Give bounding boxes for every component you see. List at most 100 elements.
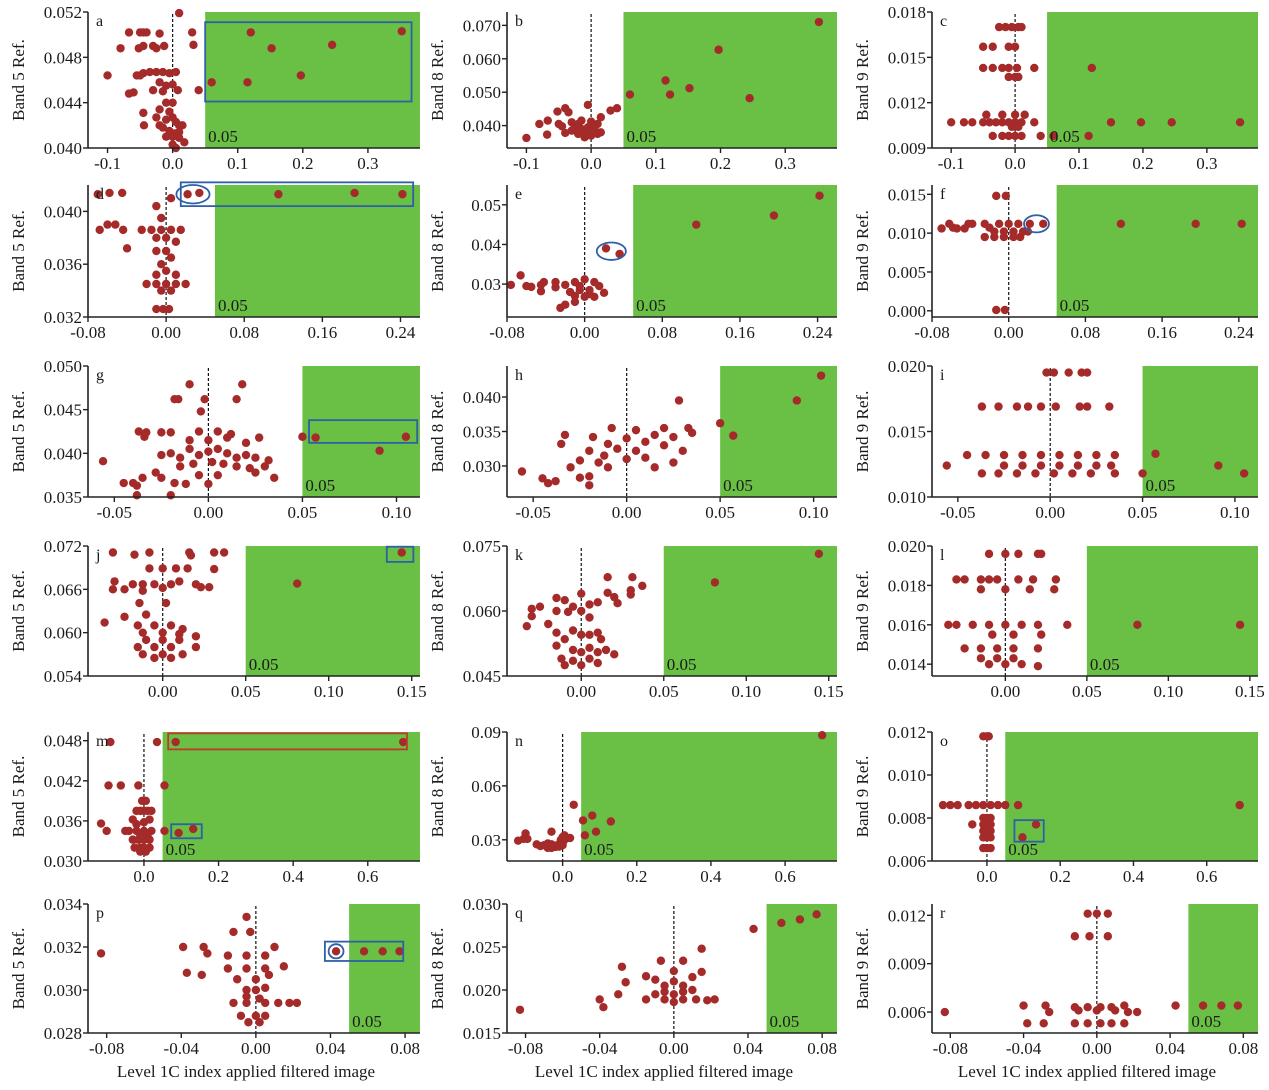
x-tick-label: 0.10 [1153, 682, 1183, 701]
data-point [1037, 549, 1046, 559]
data-point [1036, 461, 1046, 470]
panel-e: -0.08 0.00 0.08 0.16 0.24 0.03 0.04 0.05 Band 8 … [428, 185, 837, 342]
data-point [260, 964, 270, 973]
x-tick-label: 0.10 [1220, 503, 1250, 522]
data-point [135, 598, 144, 608]
data-point [565, 833, 575, 843]
data-point [138, 473, 147, 482]
x-tick-label: 0.16 [725, 323, 755, 342]
panel-label: b [515, 13, 523, 30]
data-point [158, 628, 167, 637]
data-point [1217, 1001, 1226, 1010]
x-tick-label: 0.04 [316, 1039, 346, 1058]
x-tick-label: 0.05 [649, 682, 679, 701]
y-tick-label: 0.005 [888, 263, 926, 282]
data-point [560, 595, 569, 605]
data-point [1051, 402, 1060, 411]
data-point [166, 253, 176, 262]
data-point [515, 1005, 525, 1014]
data-point [697, 944, 706, 953]
threshold-region [633, 185, 837, 317]
data-point [1025, 219, 1035, 229]
data-point [100, 618, 109, 627]
data-point [166, 449, 175, 458]
y-axis-label: Band 8 Ref. [428, 756, 447, 838]
data-point [251, 975, 261, 984]
data-point [1105, 402, 1114, 411]
data-point [984, 575, 994, 584]
data-point [986, 820, 995, 829]
x-tick-label: 0.00 [241, 1039, 271, 1058]
data-point [710, 578, 720, 587]
data-point [1004, 72, 1013, 82]
data-point [158, 635, 167, 645]
panel-a: -0.1 0.0 0.1 0.2 0.3 0.040 0.044 0.048 0.052 Band… [9, 3, 420, 173]
data-point [984, 620, 994, 629]
points-group [96, 912, 404, 1027]
data-point [1110, 469, 1120, 478]
data-point [103, 71, 112, 80]
y-tick-label: 0.030 [44, 852, 82, 871]
data-point [138, 650, 147, 659]
data-point [669, 990, 679, 999]
data-point [168, 98, 177, 107]
data-point [1036, 450, 1046, 460]
data-point [93, 190, 102, 199]
threshold-label: 0.05 [352, 1012, 382, 1031]
data-point [166, 621, 176, 630]
threshold-region [1056, 185, 1258, 317]
data-point [641, 437, 650, 447]
data-point [585, 654, 594, 663]
data-point [610, 650, 619, 659]
data-point [669, 458, 678, 467]
data-point [180, 138, 189, 147]
data-point [158, 583, 167, 593]
data-point [1171, 1001, 1180, 1010]
data-point [118, 225, 128, 235]
data-point [688, 972, 697, 982]
data-point [171, 270, 181, 279]
panel-label: r [940, 905, 946, 922]
data-point [108, 585, 118, 594]
data-point [687, 428, 697, 438]
data-point [938, 800, 948, 810]
panel-label: f [940, 186, 946, 203]
data-point [161, 279, 171, 289]
data-point [152, 246, 161, 256]
data-point [157, 286, 166, 295]
y-tick-label: 0.044 [44, 94, 83, 113]
data-point [593, 628, 602, 637]
data-point [1116, 219, 1126, 229]
data-point [152, 113, 161, 122]
data-point [145, 835, 154, 844]
data-point [596, 113, 606, 122]
x-tick-label: 0.6 [357, 867, 378, 886]
data-point [992, 305, 1001, 315]
data-point [1055, 450, 1064, 460]
data-point [968, 820, 977, 829]
x-tick-label: 0.04 [733, 1039, 763, 1058]
y-tick-label: 0.009 [888, 139, 926, 158]
x-tick-label: 0.00 [194, 503, 224, 522]
x-tick-label: 0.4 [1123, 867, 1145, 886]
data-point [106, 737, 115, 747]
data-point [1009, 644, 1018, 653]
x-tick-label: 0.3 [775, 154, 796, 173]
y-tick-label: 0.032 [44, 308, 82, 327]
points-group [517, 371, 826, 490]
points-group [944, 549, 1245, 671]
data-point [544, 619, 553, 629]
data-point [1018, 833, 1027, 842]
data-point [1110, 450, 1120, 460]
panel-label: k [515, 547, 523, 564]
data-point [168, 132, 177, 141]
y-tick-label: 0.06 [471, 777, 501, 796]
x-tick-label: -0.05 [97, 503, 132, 522]
data-point [1017, 659, 1026, 669]
data-point [1106, 461, 1116, 470]
x-tick-label: 0.00 [1035, 503, 1065, 522]
data-point [104, 781, 113, 790]
data-point [1092, 909, 1102, 918]
data-point [992, 191, 1001, 201]
data-point [124, 826, 134, 836]
